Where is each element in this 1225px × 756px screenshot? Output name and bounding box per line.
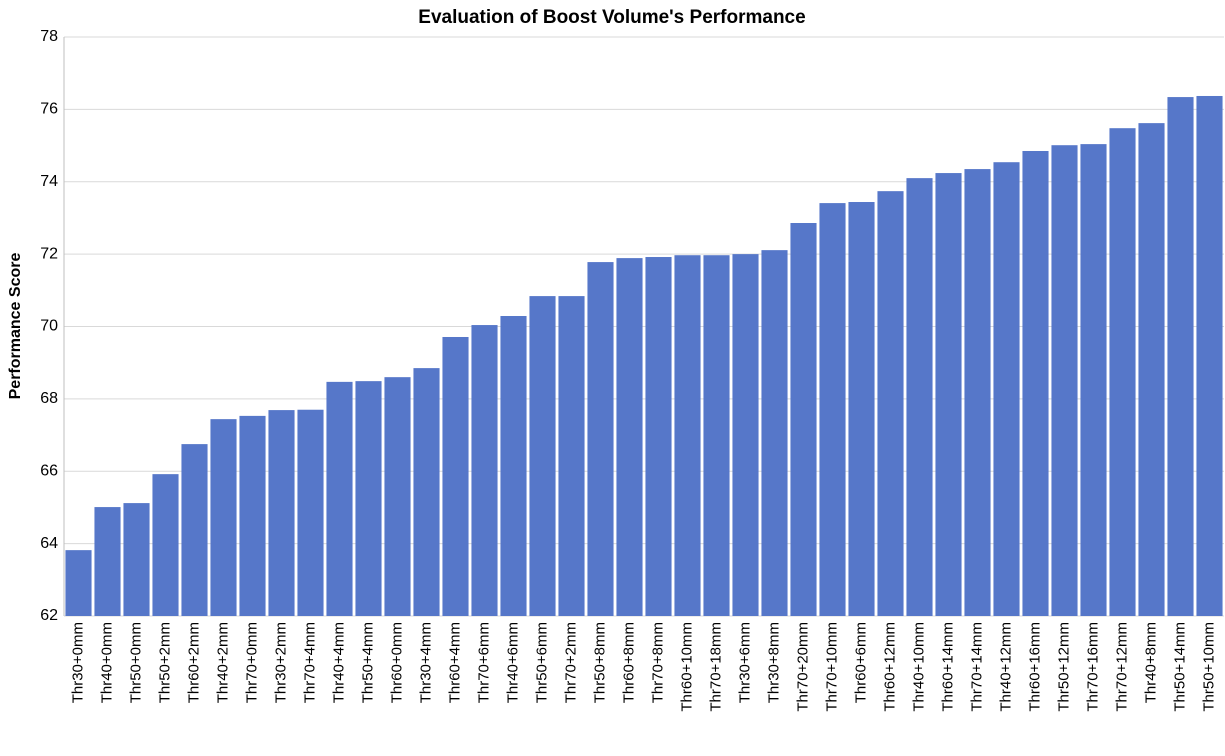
bar xyxy=(471,325,498,616)
x-tick-label: Thr60+0mm xyxy=(388,622,405,703)
bar xyxy=(761,250,788,616)
x-tick-label: Thr50+14mm xyxy=(1171,622,1188,712)
x-tick-label: Thr70+18mm xyxy=(707,622,724,712)
x-tick-label: Thr70+0mm xyxy=(243,622,260,703)
x-tick-label: Thr70+12mm xyxy=(1113,622,1130,712)
bar xyxy=(1167,97,1194,617)
x-tick-label: Thr30+6mm xyxy=(736,622,753,703)
bar xyxy=(1080,144,1107,617)
bar xyxy=(1109,128,1136,616)
bar xyxy=(703,255,730,616)
x-tick-label: Thr70+4mm xyxy=(301,622,318,703)
x-tick-label: Thr40+4mm xyxy=(330,622,347,703)
x-tick-label: Thr50+10mm xyxy=(1200,622,1217,712)
x-tick-label: Thr40+2mm xyxy=(214,622,231,703)
x-tick-label: Thr40+8mm xyxy=(1142,622,1159,703)
x-tick-label: Thr70+14mm xyxy=(968,622,985,712)
x-tick-label: Thr70+2mm xyxy=(562,622,579,703)
y-tick-label: 66 xyxy=(40,462,58,479)
x-tick-label: Thr30+8mm xyxy=(765,622,782,703)
bar xyxy=(297,409,324,616)
bar xyxy=(1022,150,1049,616)
x-tick-label: Thr30+4mm xyxy=(417,622,434,703)
y-tick-label: 72 xyxy=(40,245,58,262)
bar xyxy=(935,173,962,616)
x-tick-label: Thr70+16mm xyxy=(1084,622,1101,712)
bar xyxy=(500,316,527,616)
x-tick-label: Thr60+8mm xyxy=(620,622,637,703)
x-tick-label: Thr60+16mm xyxy=(1026,622,1043,712)
x-tick-label: Thr50+8mm xyxy=(591,622,608,703)
x-tick-label: Thr40+10mm xyxy=(910,622,927,712)
bar xyxy=(123,503,150,616)
bar xyxy=(413,368,440,616)
bar xyxy=(906,178,933,616)
x-tick-label: Thr60+12mm xyxy=(881,622,898,712)
chart-title: Evaluation of Boost Volume's Performance xyxy=(418,7,805,28)
bar xyxy=(1196,95,1223,617)
bar xyxy=(384,377,411,616)
bar xyxy=(268,410,295,616)
bar xyxy=(587,262,614,616)
bar xyxy=(1051,145,1078,616)
x-tick-label: Thr50+2mm xyxy=(156,622,173,703)
x-tick-label: Thr40+12mm xyxy=(997,622,1014,712)
x-tick-label: Thr60+10mm xyxy=(678,622,695,712)
x-tick-label: Thr70+6mm xyxy=(475,622,492,703)
bar xyxy=(442,336,469,616)
bar xyxy=(326,381,353,616)
x-tick-label: Thr40+0mm xyxy=(98,622,115,703)
x-tick-label: Thr50+0mm xyxy=(127,622,144,703)
y-tick-label: 70 xyxy=(40,318,58,335)
bar xyxy=(558,296,585,616)
x-tick-label: Thr50+4mm xyxy=(359,622,376,703)
x-tick-label: Thr30+0mm xyxy=(69,622,86,703)
bar xyxy=(732,254,759,616)
x-tick-label: Thr60+2mm xyxy=(185,622,202,703)
bar xyxy=(848,202,875,616)
bar xyxy=(94,507,121,616)
y-axis-label: Performance Score xyxy=(7,253,24,400)
bar xyxy=(790,223,817,616)
x-tick-label: Thr60+6mm xyxy=(852,622,869,703)
bar xyxy=(355,381,382,616)
x-tick-label: Thr50+12mm xyxy=(1055,622,1072,712)
bar xyxy=(877,191,904,616)
x-tick-label: Thr40+6mm xyxy=(504,622,521,703)
bar xyxy=(239,415,266,616)
bar xyxy=(993,162,1020,617)
bar xyxy=(674,255,701,616)
x-tick-label: Thr30+2mm xyxy=(272,622,289,703)
y-tick-label: 68 xyxy=(40,390,58,407)
x-tick-label: Thr60+4mm xyxy=(446,622,463,703)
y-tick-label: 74 xyxy=(40,173,58,190)
bar xyxy=(645,257,672,616)
y-tick-label: 62 xyxy=(40,607,58,624)
bar xyxy=(181,444,208,616)
x-tick-label: Thr60+14mm xyxy=(939,622,956,712)
x-tick-label: Thr70+20mm xyxy=(794,622,811,712)
y-tick-label: 78 xyxy=(40,28,58,45)
bar xyxy=(819,203,846,616)
bar xyxy=(1138,123,1165,616)
y-tick-label: 76 xyxy=(40,101,58,118)
y-tick-label: 64 xyxy=(40,535,58,552)
x-tick-label: Thr70+10mm xyxy=(823,622,840,712)
bar xyxy=(964,169,991,616)
bar xyxy=(65,550,92,616)
bar xyxy=(210,419,237,616)
x-tick-label: Thr50+6mm xyxy=(533,622,550,703)
bar xyxy=(616,258,643,616)
bar xyxy=(152,474,179,616)
bar xyxy=(529,296,556,616)
x-tick-label: Thr70+8mm xyxy=(649,622,666,703)
